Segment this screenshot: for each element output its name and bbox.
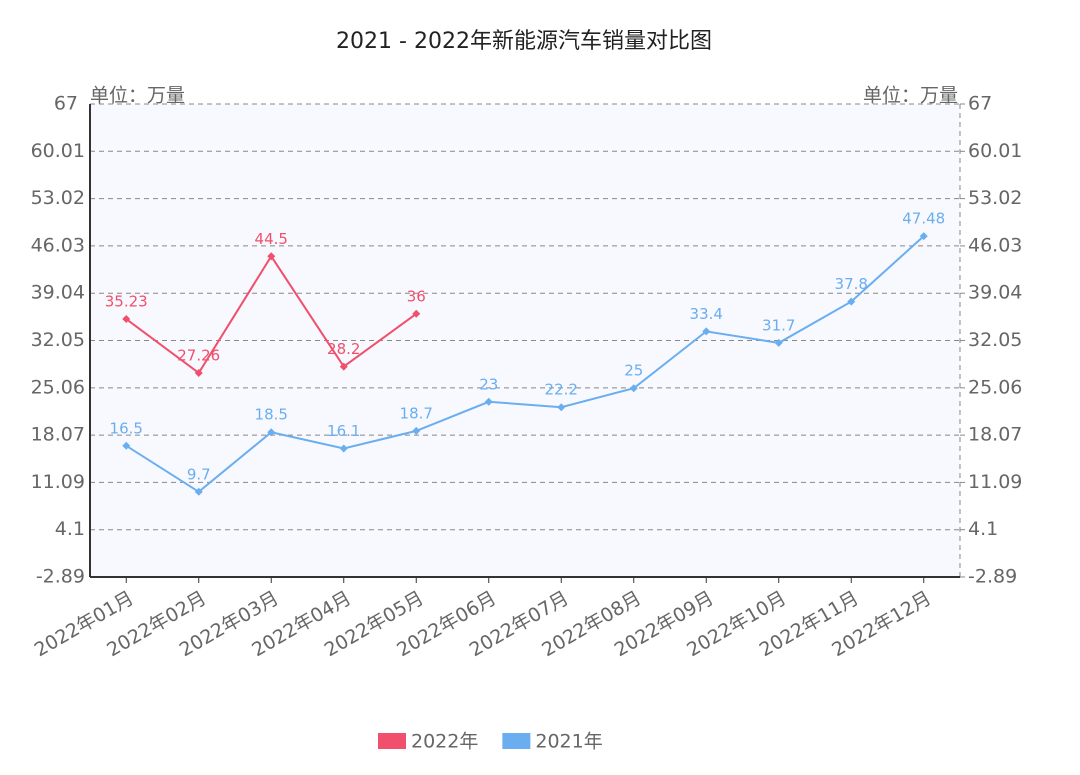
- point: [267, 252, 276, 261]
- legend-swatch: [378, 733, 406, 749]
- point: [702, 327, 711, 336]
- point: [919, 232, 928, 241]
- point: [412, 309, 421, 318]
- y2-tick-label: 39.04: [968, 282, 1022, 304]
- y2-tick-label: 32.05: [968, 329, 1022, 351]
- point: [557, 403, 566, 412]
- point: [484, 397, 493, 406]
- series-line: [125, 235, 925, 494]
- y2-tick-label: 67: [968, 93, 992, 115]
- y2-tick-label: 53.02: [968, 187, 1022, 209]
- y2-tick-label: 25.06: [968, 376, 1022, 398]
- legend-label: 2022年: [411, 731, 478, 753]
- data-label: 9.7: [187, 465, 211, 483]
- point: [194, 487, 203, 496]
- data-label: 18.5: [255, 406, 288, 424]
- point: [412, 426, 421, 435]
- y-tick-label: -2.89: [36, 566, 85, 588]
- y-tick-label: 18.07: [31, 424, 85, 446]
- data-label: 31.7: [762, 316, 795, 334]
- y-axis-label: 单位：万量: [90, 85, 185, 107]
- data-label: 18.7: [400, 404, 433, 422]
- point: [267, 428, 276, 437]
- y-tick-label: 60.01: [31, 140, 85, 162]
- y2-tick-label: 18.07: [968, 424, 1022, 446]
- y-tick-label: 53.02: [31, 187, 85, 209]
- point: [194, 368, 203, 377]
- chart-title: 2021 - 2022年新能源汽车销量对比图: [336, 29, 712, 54]
- y-tick-label: 32.05: [31, 329, 85, 351]
- y2-tick-label: -2.89: [968, 566, 1017, 588]
- data-label: 47.48: [902, 210, 945, 228]
- data-label: 33.4: [690, 305, 723, 323]
- y2-tick-label: 11.09: [968, 471, 1022, 493]
- point: [339, 444, 348, 453]
- point: [122, 315, 131, 324]
- y2-tick-label: 4.1: [968, 518, 998, 540]
- data-label: 28.2: [327, 340, 360, 358]
- y-tick-label: 67: [54, 93, 78, 115]
- y-tick-label: 4.1: [55, 518, 85, 540]
- legend-swatch: [502, 733, 531, 749]
- data-label: 44.5: [255, 230, 288, 248]
- point: [122, 441, 131, 450]
- data-label: 16.5: [110, 419, 143, 437]
- point: [847, 297, 856, 306]
- y2-tick-label: 46.03: [968, 234, 1022, 256]
- y-tick-label: 25.06: [31, 376, 85, 398]
- y-tick-label: 11.09: [31, 471, 85, 493]
- y2-axis-label: 单位：万量: [863, 85, 958, 107]
- point: [774, 338, 783, 347]
- data-label: 22.2: [545, 381, 578, 399]
- y2-tick-label: 60.01: [968, 140, 1022, 162]
- data-label: 36: [407, 287, 426, 305]
- legend-label: 2021年: [535, 731, 602, 753]
- data-label: 35.23: [105, 293, 148, 311]
- data-label: 25: [624, 362, 643, 380]
- data-label: 37.8: [835, 275, 868, 293]
- data-label: 23: [479, 375, 498, 393]
- point: [629, 384, 638, 393]
- y-tick-label: 46.03: [31, 234, 85, 256]
- data-label: 27.26: [177, 346, 220, 364]
- y-tick-label: 39.04: [31, 282, 85, 304]
- data-label: 16.1: [327, 422, 360, 440]
- point: [339, 362, 348, 371]
